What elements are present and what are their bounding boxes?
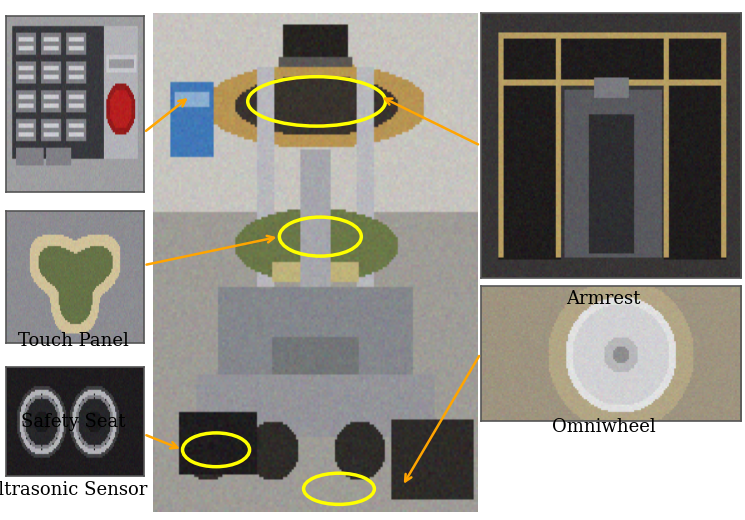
Text: Safety Seat: Safety Seat [21, 413, 125, 431]
Text: Armrest: Armrest [566, 290, 641, 308]
Text: Omniwheel: Omniwheel [551, 419, 656, 436]
Text: Touch Panel: Touch Panel [18, 332, 128, 349]
Text: Ultrasonic Sensor: Ultrasonic Sensor [0, 481, 148, 499]
